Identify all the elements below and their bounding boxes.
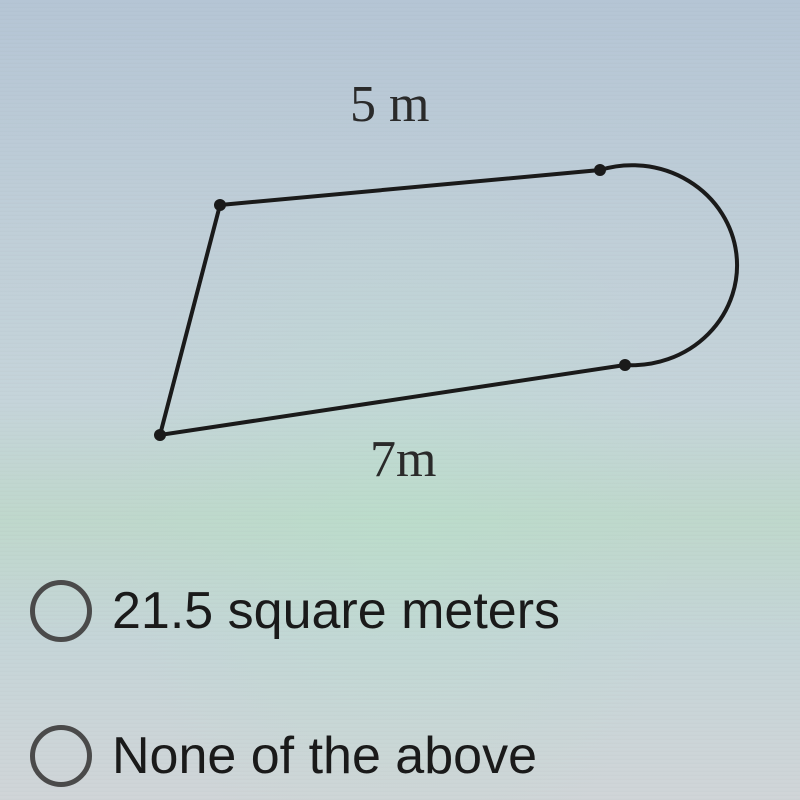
dimension-label-top: 5 m — [350, 75, 429, 134]
radio-button-icon[interactable] — [30, 580, 92, 642]
option-text: None of the above — [112, 726, 537, 786]
answer-option-2[interactable]: None of the above — [30, 725, 537, 787]
dimension-label-bottom: 7m — [370, 430, 436, 489]
vertex-top-right — [594, 164, 606, 176]
shape-outline — [160, 165, 737, 435]
vertex-bottom-left — [154, 429, 166, 441]
answer-option-1[interactable]: 21.5 square meters — [30, 580, 560, 642]
vertex-top-left — [214, 199, 226, 211]
radio-button-icon[interactable] — [30, 725, 92, 787]
vertex-bottom-right — [619, 359, 631, 371]
option-text: 21.5 square meters — [112, 581, 560, 641]
